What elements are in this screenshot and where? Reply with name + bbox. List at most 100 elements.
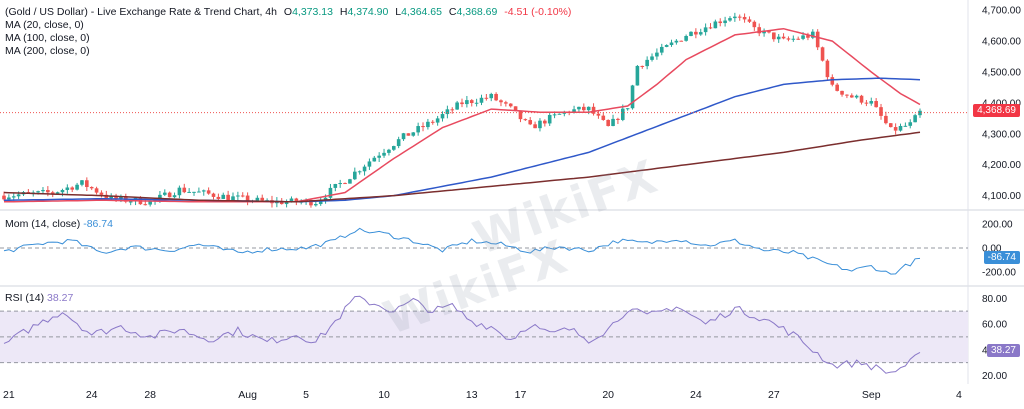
candle [421,126,425,128]
candle [655,52,659,57]
candle [659,46,664,53]
candle [172,195,177,198]
candle [289,198,294,202]
candle [733,16,737,19]
candle [640,65,645,67]
candle [499,100,503,103]
candle [187,191,191,193]
candle [284,201,289,205]
candle [908,122,913,126]
candle [109,196,113,199]
x-tick-label: Sep [862,389,881,401]
candle [903,125,908,127]
close-value: 4,368.69 [456,6,498,18]
candle [226,194,230,201]
candle [538,120,542,129]
candle [85,180,89,188]
candle [387,149,391,153]
candle [206,190,211,194]
candle [591,106,596,114]
candle [611,118,615,127]
candle [348,179,352,184]
candle [323,197,328,201]
x-tick-label: 28 [144,389,156,401]
candle [80,180,84,185]
ma200-line [3,131,921,203]
candle [825,60,830,78]
candle [513,106,518,111]
candle [815,31,820,48]
candle [547,114,552,124]
candle [94,188,99,193]
candle [557,113,562,115]
candle [616,118,620,120]
candle [669,42,674,46]
candle [820,47,825,61]
x-tick-label: Aug [238,389,257,401]
candle [528,120,533,125]
candle [377,155,381,158]
candle [211,193,216,197]
candle [703,27,708,33]
x-tick-label: 21 [3,389,15,401]
candle [450,109,455,111]
candle [742,16,747,20]
candle [148,200,152,205]
candle [772,32,776,40]
candle [7,197,11,200]
candle [869,101,874,104]
price-tick-label: 4,600.00 [982,37,1021,48]
mom-label: Mom (14, close) [5,218,81,230]
mom-tag: -86.74 [983,251,1020,264]
candle [41,190,45,192]
candle [479,97,484,103]
candle [396,139,401,147]
candle [391,146,396,150]
x-tick-label: 17 [515,389,527,401]
candle [357,171,362,173]
candle [372,157,377,162]
candle [533,124,537,129]
candle [801,35,805,39]
candle [518,110,523,120]
candle [884,115,888,124]
candle [674,40,679,43]
candle [367,161,372,167]
candle [50,192,55,194]
candle [328,187,333,198]
candle [835,84,839,91]
candle [440,114,445,119]
mom-value: -86.74 [83,218,113,230]
candle [830,77,835,85]
candle [596,113,601,116]
x-tick-label: 20 [602,389,614,401]
change-value: -4.51 (-0.10%) [504,6,572,18]
candle [240,195,245,197]
candle [776,36,781,40]
candle [216,196,221,199]
candle [353,171,357,180]
candle [635,65,640,86]
candle [694,31,698,35]
candle [664,45,669,47]
candle [484,97,489,99]
open-label: O [283,6,293,18]
candle [455,102,459,110]
candle [343,183,347,185]
candle [854,95,859,98]
low-value: 4,364.65 [401,6,442,18]
candle [630,85,635,109]
ma20-legend: MA (20, close, 0) [5,19,84,31]
mom-tick-label: 0.00 [982,244,1002,255]
rsi-tick-label: 80.00 [982,294,1007,305]
candle [508,103,513,107]
close-label: C [448,6,457,18]
rsi-legend: RSI (14) 38.27 [5,292,73,304]
candle [864,102,869,104]
candle [114,196,118,199]
candle [474,102,479,104]
candle [70,187,75,190]
candle [2,195,6,200]
candle [913,115,917,123]
candle [786,38,791,40]
